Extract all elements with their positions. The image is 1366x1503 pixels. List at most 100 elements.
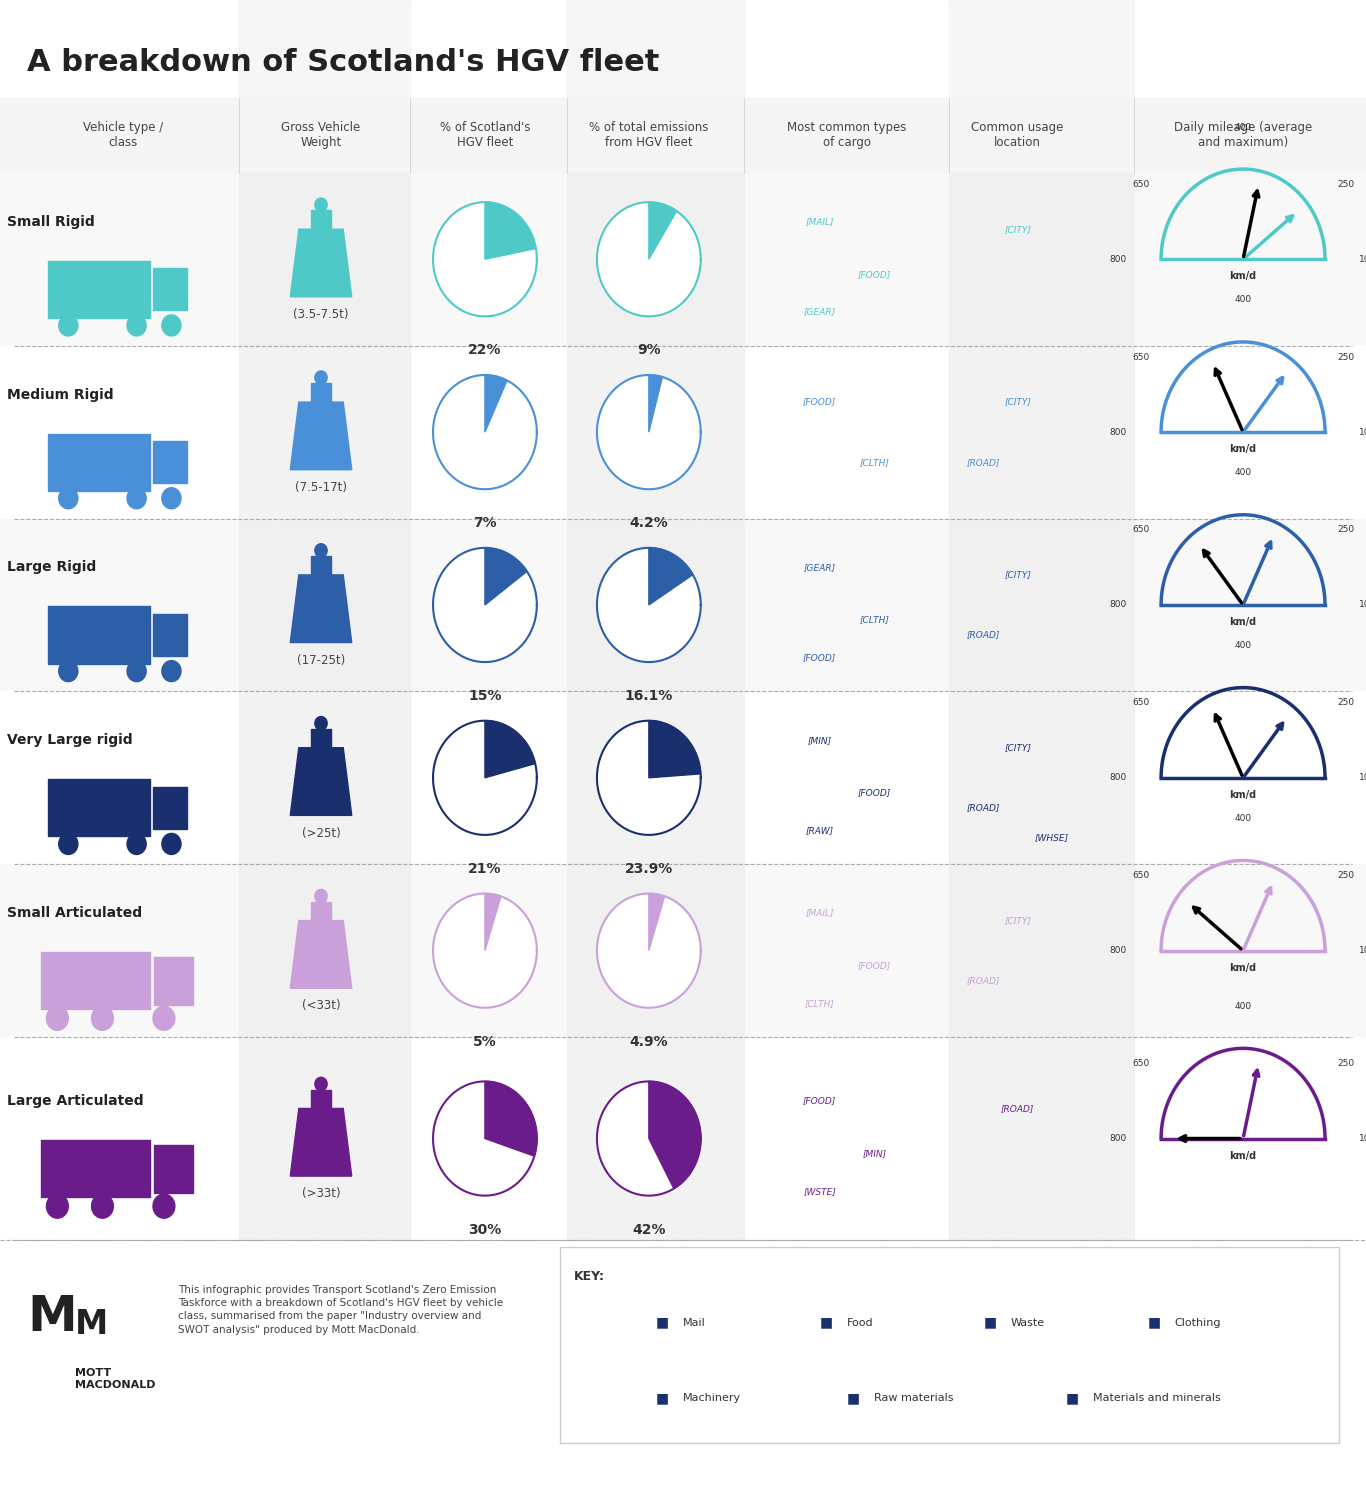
Text: Vehicle type /
class: Vehicle type / class xyxy=(83,122,163,149)
Polygon shape xyxy=(311,210,331,228)
Circle shape xyxy=(161,487,180,508)
Text: (<33t): (<33t) xyxy=(302,999,340,1013)
Text: (>25t): (>25t) xyxy=(302,827,340,840)
Circle shape xyxy=(59,661,78,682)
Polygon shape xyxy=(567,691,744,864)
Circle shape xyxy=(314,717,328,730)
Circle shape xyxy=(127,661,146,682)
Bar xyxy=(153,613,187,655)
Text: 30%: 30% xyxy=(469,1223,501,1237)
Polygon shape xyxy=(649,201,676,259)
Text: 100: 100 xyxy=(1359,601,1366,609)
Text: 650: 650 xyxy=(1132,699,1149,708)
Polygon shape xyxy=(0,519,1366,691)
Text: [WHSE]: [WHSE] xyxy=(1035,834,1068,842)
Text: 400: 400 xyxy=(1235,815,1251,822)
Text: [WSTE]: [WSTE] xyxy=(803,1187,836,1195)
Text: (>33t): (>33t) xyxy=(302,1187,340,1201)
Polygon shape xyxy=(433,376,537,488)
Polygon shape xyxy=(597,721,701,834)
Polygon shape xyxy=(433,549,537,661)
Text: A breakdown of Scotland's HGV fleet: A breakdown of Scotland's HGV fleet xyxy=(27,48,660,77)
Text: 250: 250 xyxy=(1337,699,1354,708)
Text: 5%: 5% xyxy=(473,1034,497,1049)
Text: [FOOD]: [FOOD] xyxy=(858,962,891,969)
Polygon shape xyxy=(0,864,1366,1037)
Polygon shape xyxy=(239,346,410,519)
Polygon shape xyxy=(239,864,410,1037)
Polygon shape xyxy=(949,1037,1134,1240)
Polygon shape xyxy=(290,401,352,469)
Text: 22%: 22% xyxy=(469,344,501,358)
Polygon shape xyxy=(433,894,537,1007)
Polygon shape xyxy=(567,1037,744,1240)
Bar xyxy=(153,788,187,830)
Text: Large Articulated: Large Articulated xyxy=(7,1094,143,1108)
Circle shape xyxy=(92,1193,113,1217)
Text: ■: ■ xyxy=(1065,1390,1079,1405)
Polygon shape xyxy=(311,729,331,747)
Text: 100: 100 xyxy=(1359,1135,1366,1142)
Polygon shape xyxy=(485,720,535,777)
Text: [ROAD]: [ROAD] xyxy=(967,977,1000,984)
Circle shape xyxy=(127,316,146,337)
Text: Food: Food xyxy=(847,1318,873,1327)
Polygon shape xyxy=(0,691,1366,864)
Text: 250: 250 xyxy=(1337,1060,1354,1069)
Text: Large Rigid: Large Rigid xyxy=(7,561,96,574)
Text: 650: 650 xyxy=(1132,526,1149,535)
Polygon shape xyxy=(649,547,693,604)
Text: 400: 400 xyxy=(1235,123,1251,132)
Polygon shape xyxy=(567,864,744,1037)
Text: % of total emissions
from HGV fleet: % of total emissions from HGV fleet xyxy=(589,122,709,149)
Text: 650: 650 xyxy=(1132,180,1149,189)
Polygon shape xyxy=(311,902,331,920)
Text: 800: 800 xyxy=(1109,774,1127,782)
Text: km/d: km/d xyxy=(1229,616,1257,627)
Text: [ROAD]: [ROAD] xyxy=(967,458,1000,466)
Bar xyxy=(153,442,187,484)
Polygon shape xyxy=(567,519,744,691)
Circle shape xyxy=(314,544,328,558)
Bar xyxy=(48,262,150,319)
Text: 16.1%: 16.1% xyxy=(624,688,673,703)
Polygon shape xyxy=(311,383,331,401)
Text: [MIN]: [MIN] xyxy=(862,1150,887,1157)
Text: 42%: 42% xyxy=(632,1223,665,1237)
Polygon shape xyxy=(567,173,744,346)
Text: 23.9%: 23.9% xyxy=(624,861,673,876)
Circle shape xyxy=(46,1193,68,1217)
Text: 100: 100 xyxy=(1359,774,1366,782)
Polygon shape xyxy=(290,228,352,298)
Text: 800: 800 xyxy=(1109,256,1127,263)
Text: (7.5-17t): (7.5-17t) xyxy=(295,481,347,494)
Polygon shape xyxy=(485,547,527,604)
Text: 400: 400 xyxy=(1235,469,1251,478)
Text: [GEAR]: [GEAR] xyxy=(803,308,836,316)
Polygon shape xyxy=(949,864,1134,1037)
Circle shape xyxy=(161,661,180,682)
Polygon shape xyxy=(567,0,744,1503)
Circle shape xyxy=(314,1078,328,1091)
Polygon shape xyxy=(0,1240,1366,1503)
Text: [CITY]: [CITY] xyxy=(1004,917,1031,924)
Text: [GEAR]: [GEAR] xyxy=(803,564,836,571)
Text: [CITY]: [CITY] xyxy=(1004,571,1031,579)
Text: Small Rigid: Small Rigid xyxy=(7,215,94,228)
Polygon shape xyxy=(597,549,701,661)
Polygon shape xyxy=(239,173,410,346)
Polygon shape xyxy=(649,893,665,951)
Polygon shape xyxy=(949,173,1134,346)
Text: 15%: 15% xyxy=(469,688,501,703)
Polygon shape xyxy=(433,1082,537,1195)
Polygon shape xyxy=(311,556,331,574)
Text: [ROAD]: [ROAD] xyxy=(967,631,1000,639)
Text: 250: 250 xyxy=(1337,526,1354,535)
Text: 100: 100 xyxy=(1359,947,1366,954)
Polygon shape xyxy=(949,519,1134,691)
Text: ■: ■ xyxy=(656,1390,669,1405)
Text: 100: 100 xyxy=(1359,256,1366,263)
Text: Waste: Waste xyxy=(1011,1318,1045,1327)
Text: [ROAD]: [ROAD] xyxy=(967,804,1000,812)
Text: [FOOD]: [FOOD] xyxy=(858,789,891,797)
